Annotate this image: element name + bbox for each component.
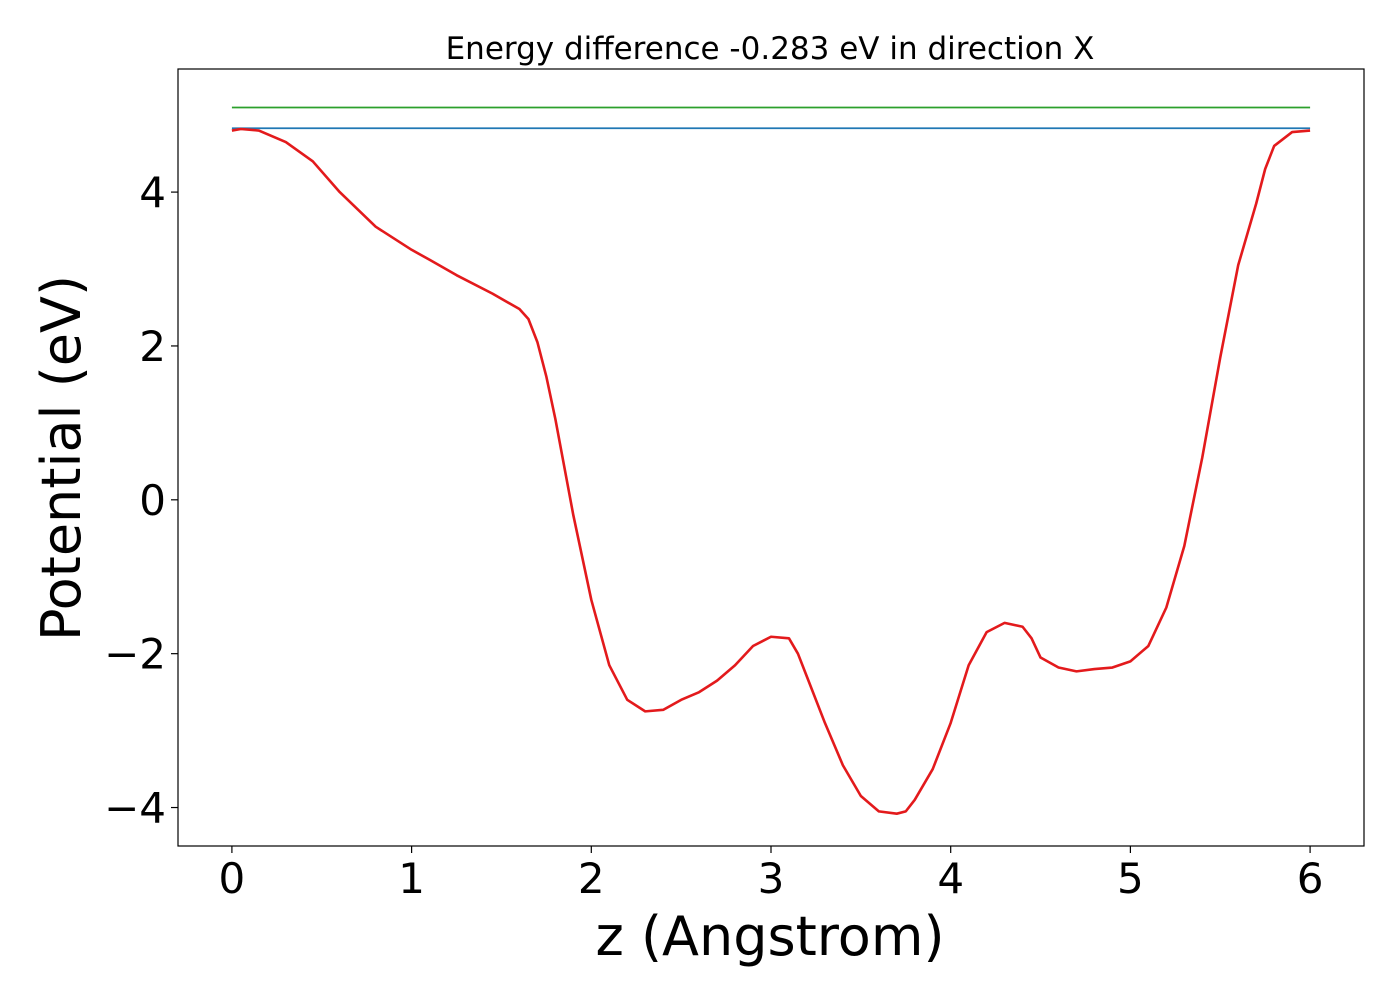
plot-frame	[177, 68, 1365, 847]
y-tick-label: −2	[104, 630, 166, 679]
y-tick-label: −4	[104, 784, 166, 833]
y-tick-label: 2	[139, 322, 166, 371]
x-tick-label: 2	[578, 854, 605, 903]
y-axis-label: Potential (eV)	[30, 275, 93, 641]
y-tick-label: 0	[139, 476, 166, 525]
y-tick-group: −4 −2 0 2 4	[104, 168, 178, 833]
x-tick-label: 5	[1117, 854, 1144, 903]
plot-series-group	[231, 106, 1311, 815]
y-tick-label: 4	[139, 168, 166, 217]
chart-title: Energy difference -0.283 eV in direction…	[446, 31, 1095, 67]
x-tick-label: 1	[398, 854, 425, 903]
x-tick-label: 6	[1297, 854, 1324, 903]
x-tick-label: 4	[937, 854, 964, 903]
x-tick-label: 0	[219, 854, 246, 903]
x-axis-label: z (Angstrom)	[595, 905, 944, 968]
x-tick-group: 0 1 2 3 4 5 6	[219, 846, 1324, 903]
series-line-2	[231, 127, 1311, 815]
x-tick-label: 3	[758, 854, 785, 903]
